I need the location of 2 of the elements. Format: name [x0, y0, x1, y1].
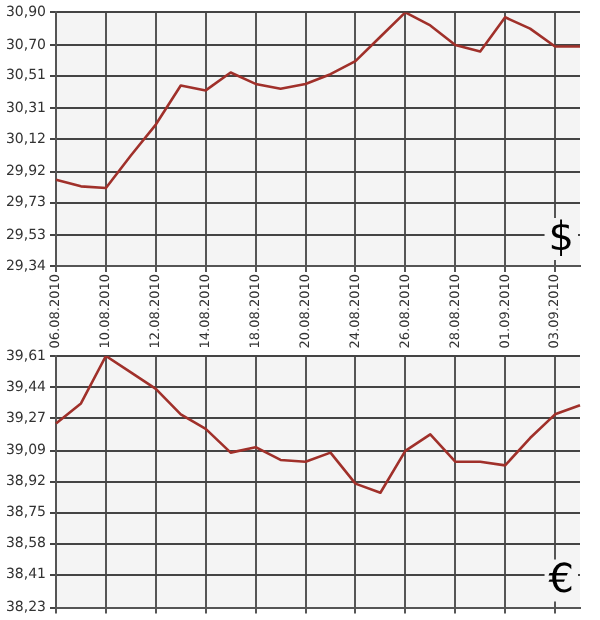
- annotation: $: [548, 212, 574, 261]
- annotation: €: [548, 554, 574, 603]
